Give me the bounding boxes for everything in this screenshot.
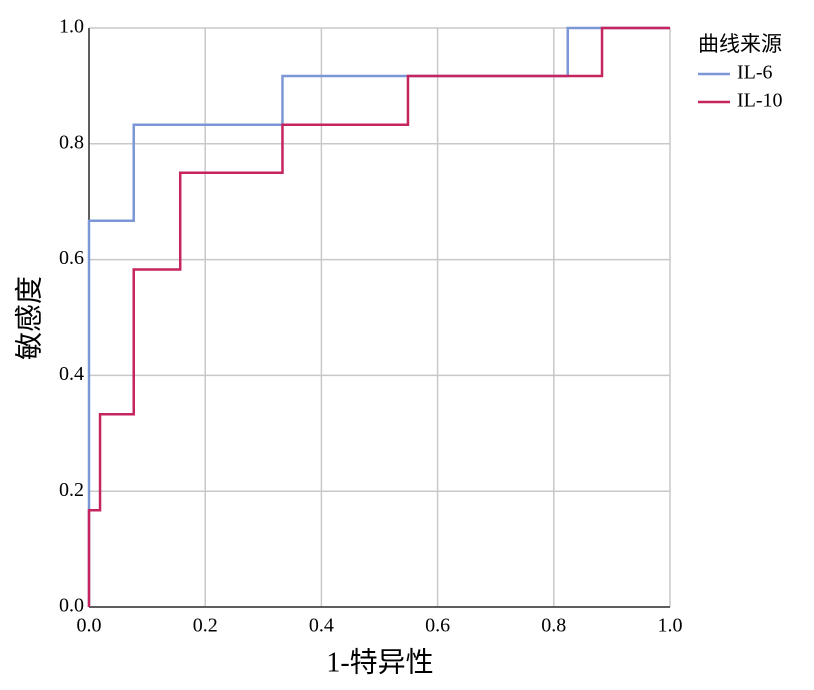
x-tick-label: 0.6	[425, 615, 450, 637]
x-tick-label: 0.2	[193, 615, 218, 637]
legend-title: 曲线来源	[698, 32, 782, 56]
x-tick-label: 0.4	[309, 615, 334, 637]
legend-label: IL-10	[737, 90, 783, 112]
x-tick-label: 0.8	[541, 615, 566, 637]
y-tick-label: 1.0	[59, 16, 84, 38]
x-axis-title: 1-特异性	[326, 646, 433, 678]
roc-line	[87, 26, 670, 607]
legend-label: IL-6	[737, 62, 773, 84]
y-tick-label: 0.0	[59, 595, 84, 617]
y-tick-label: 0.4	[59, 363, 84, 385]
roc-line	[87, 26, 670, 607]
x-tick-label: 1.0	[658, 615, 683, 637]
x-tick-label: 0.0	[77, 615, 102, 637]
y-tick-label: 0.6	[59, 247, 84, 269]
y-tick-label: 0.2	[59, 479, 84, 501]
y-tick-label: 0.8	[59, 131, 84, 153]
y-axis-title: 敏感度	[13, 276, 45, 360]
